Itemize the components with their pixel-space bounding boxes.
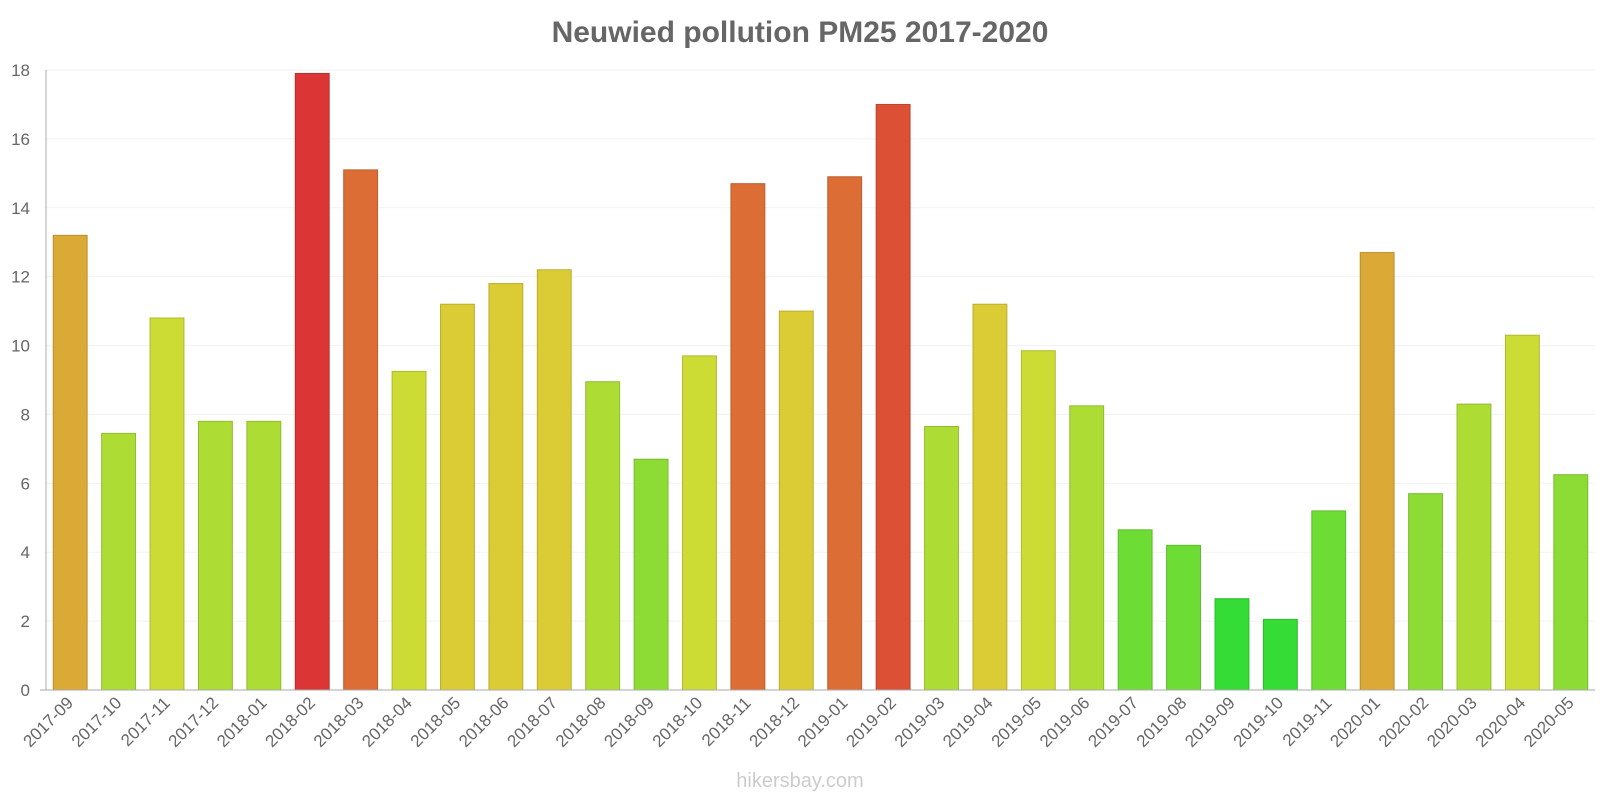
bar-2018-09[interactable] [633,458,669,691]
y-tick-label-2: 2 [21,612,30,631]
y-tick-label-16: 16 [11,130,30,149]
x-tick-label-2020-01: 2020-01 [1326,693,1384,751]
x-tick-label-2018-04: 2018-04 [358,693,416,751]
x-tick-label-2019-04: 2019-04 [939,693,997,751]
bar-2020-04[interactable] [1504,334,1540,691]
bar-2018-04[interactable] [391,370,427,691]
bar-2017-12[interactable] [197,420,233,691]
y-tick-layer: 0 2 4 6 8 10 12 14 16 18 [11,61,30,700]
bar-2018-06[interactable] [488,283,524,691]
x-tick-label-2019-01: 2019-01 [794,693,852,751]
x-tick-label-2018-11: 2018-11 [698,693,755,750]
bar-2018-01[interactable] [246,420,282,691]
x-tick-label-2018-01: 2018-01 [213,693,271,751]
x-tick-label-2019-03: 2019-03 [891,693,949,751]
x-tick-layer: 2017-092017-102017-112017-122018-012018-… [19,693,1577,751]
bar-2020-01[interactable] [1359,252,1395,691]
x-tick-label-2019-07: 2019-07 [1084,693,1142,751]
x-tick-label-2019-10: 2019-10 [1230,693,1288,751]
y-tick-label-0: 0 [21,681,30,700]
x-tick-label-2018-10: 2018-10 [649,693,707,751]
y-tick-label-12: 12 [11,268,30,287]
x-tick-label-2017-11: 2017-11 [117,693,174,750]
bar-2019-09[interactable] [1214,598,1250,691]
bar-2018-11[interactable] [730,183,766,691]
axis-layer [40,70,1595,691]
bar-2018-08[interactable] [585,381,621,691]
bar-2019-04[interactable] [972,303,1008,691]
bar-2017-09[interactable] [52,234,88,691]
bar-2020-03[interactable] [1456,403,1492,691]
x-tick-label-2018-08: 2018-08 [552,693,610,751]
bar-2018-02[interactable] [294,72,330,691]
bar-2020-02[interactable] [1408,493,1444,691]
bar-2020-05[interactable] [1553,474,1589,691]
x-tick-label-2018-03: 2018-03 [310,693,368,751]
y-tick-label-8: 8 [21,405,30,424]
x-tick-label-2019-02: 2019-02 [842,693,900,751]
y-tick-label-4: 4 [21,543,30,562]
x-tick-label-2017-10: 2017-10 [68,693,126,751]
x-tick-label-2020-05: 2020-05 [1520,693,1578,751]
y-tick-label-18: 18 [11,61,30,80]
x-tick-label-2019-05: 2019-05 [988,693,1046,751]
x-tick-label-2018-02: 2018-02 [262,693,320,751]
bar-2019-07[interactable] [1117,529,1153,691]
y-tick-label-10: 10 [11,337,30,356]
x-tick-label-2019-11: 2019-11 [1279,693,1336,750]
x-tick-label-2017-09: 2017-09 [19,693,77,751]
bar-2019-08[interactable] [1166,544,1201,691]
watermark: hikersbay.com [736,770,864,792]
x-tick-label-2018-07: 2018-07 [504,693,562,751]
bar-2018-12[interactable] [778,310,814,691]
bar-2018-07[interactable] [536,269,572,691]
x-tick-label-2018-05: 2018-05 [407,693,465,751]
x-tick-label-2019-06: 2019-06 [1036,693,1094,751]
bar-2019-10[interactable] [1262,618,1298,691]
bar-2019-03[interactable] [924,426,959,691]
x-tick-label-2020-03: 2020-03 [1423,693,1481,751]
bar-2019-01[interactable] [827,176,863,691]
x-tick-label-2020-02: 2020-02 [1375,693,1433,751]
bar-layer [52,72,1589,691]
bar-2018-10[interactable] [682,355,717,691]
x-tick-label-2018-12: 2018-12 [746,693,804,751]
x-tick-label-2018-09: 2018-09 [600,693,658,751]
bar-2018-05[interactable] [440,303,475,691]
chart-title: Neuwied pollution PM25 2017-2020 [551,16,1049,49]
bar-2019-05[interactable] [1020,350,1056,691]
bar-2019-06[interactable] [1069,405,1105,691]
y-tick-label-6: 6 [21,474,30,493]
x-tick-label-2018-06: 2018-06 [455,693,513,751]
x-tick-label-2020-04: 2020-04 [1472,693,1530,751]
bar-2017-11[interactable] [149,317,185,691]
x-tick-label-2017-12: 2017-12 [165,693,223,751]
bar-2018-03[interactable] [343,169,379,691]
x-tick-label-2019-09: 2019-09 [1181,693,1239,751]
x-tick-label-2019-08: 2019-08 [1133,693,1191,751]
y-tick-label-14: 14 [11,199,30,218]
bar-2017-10[interactable] [101,432,137,691]
bar-2019-02[interactable] [875,103,911,691]
bar-2019-11[interactable] [1311,510,1347,691]
